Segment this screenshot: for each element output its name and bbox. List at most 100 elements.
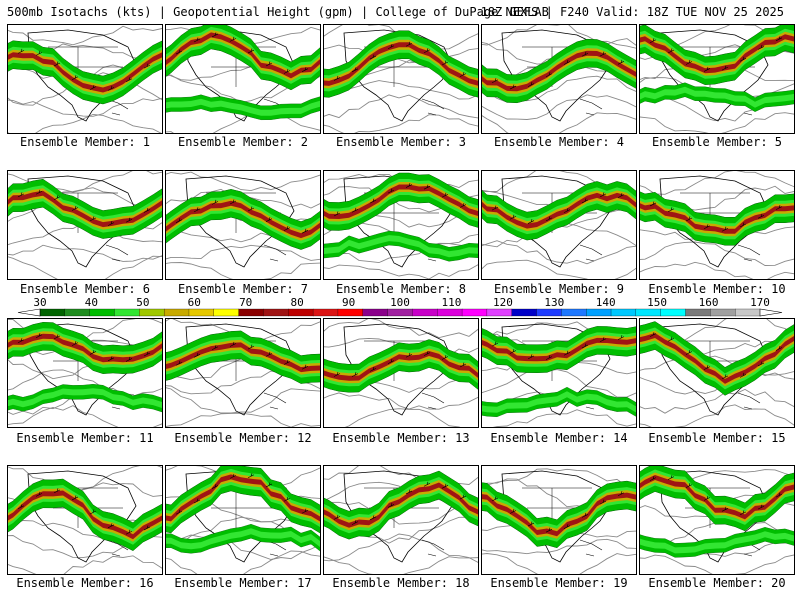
legend-tick-label: 70 (239, 296, 252, 309)
legend-swatch (114, 308, 140, 317)
legend-swatch (486, 308, 513, 317)
ensemble-member-label: Ensemble Member: 6 (19, 282, 151, 296)
ensemble-member-label: Ensemble Member: 19 (490, 576, 628, 590)
ensemble-member-label: Ensemble Member: 7 (177, 282, 309, 296)
jet-stream-map (166, 466, 320, 574)
ensemble-panel (639, 170, 795, 280)
jet-stream-map (482, 171, 636, 279)
valid-time: 18Z GEFS | F240 Valid: 18Z TUE NOV 25 20… (480, 5, 784, 19)
ensemble-member-label: Ensemble Member: 1 (19, 135, 151, 149)
jet-stream-map (166, 319, 320, 427)
ensemble-panel (639, 24, 795, 134)
jet-stream-map (640, 319, 794, 427)
jet-stream-map (482, 25, 636, 133)
legend-swatch (288, 308, 314, 317)
ensemble-member-label: Ensemble Member: 17 (174, 576, 312, 590)
ensemble-member-label: Ensemble Member: 9 (493, 282, 625, 296)
legend-swatch (437, 308, 463, 317)
ensemble-panel (165, 465, 321, 575)
ensemble-member-label: Ensemble Member: 3 (335, 135, 467, 149)
legend-tick-label: 60 (188, 296, 201, 309)
legend-swatch (188, 308, 215, 317)
ensemble-panel (323, 465, 479, 575)
jet-stream-map (640, 25, 794, 133)
legend-swatch (660, 308, 686, 317)
legend-swatch (610, 308, 637, 317)
ensemble-member-label: Ensemble Member: 18 (332, 576, 470, 590)
jet-stream-map (324, 25, 478, 133)
legend-swatch (238, 308, 264, 317)
jet-stream-map (166, 25, 320, 133)
ensemble-panel (481, 170, 637, 280)
ensemble-panel (7, 24, 163, 134)
legend-tick-label: 150 (647, 296, 667, 309)
legend-tick-label: 30 (33, 296, 46, 309)
ensemble-panel (7, 170, 163, 280)
ensemble-panel (323, 170, 479, 280)
jet-stream-map (324, 319, 478, 427)
legend-swatch (586, 308, 612, 317)
jet-stream-map (166, 171, 320, 279)
jet-stream-map (8, 171, 162, 279)
ensemble-member-label: Ensemble Member: 11 (16, 431, 154, 445)
legend-swatch (387, 308, 413, 317)
legend-swatch (139, 308, 165, 317)
color-legend: 30 40 50 60 70 80 90 100 110 120 130 140 150 160 170 (0, 296, 800, 318)
ensemble-panel (165, 318, 321, 428)
legend-swatch (685, 308, 711, 317)
legend-swatch (536, 308, 562, 317)
ensemble-member-label: Ensemble Member: 15 (648, 431, 786, 445)
ensemble-panel (639, 318, 795, 428)
legend-swatch (710, 308, 736, 317)
legend-tick-label: 50 (136, 296, 149, 309)
ensemble-member-label: Ensemble Member: 4 (493, 135, 625, 149)
jet-stream-map (8, 466, 162, 574)
legend-swatch (511, 308, 538, 317)
legend-tick-label: 80 (290, 296, 303, 309)
ensemble-panel (481, 24, 637, 134)
jet-stream-map (640, 171, 794, 279)
jet-stream-map (640, 466, 794, 574)
legend-swatch (263, 308, 289, 317)
legend-swatch (163, 308, 190, 317)
legend-swatch (64, 308, 91, 317)
jet-stream-map (324, 172, 478, 279)
legend-swatch (312, 308, 339, 317)
legend-tick-label: 130 (544, 296, 564, 309)
ensemble-member-label: Ensemble Member: 8 (335, 282, 467, 296)
legend-min-arrow (17, 308, 41, 317)
legend-swatch (412, 308, 438, 317)
ensemble-member-label: Ensemble Member: 10 (648, 282, 786, 296)
ensemble-panel (7, 465, 163, 575)
legend-swatch (337, 308, 364, 317)
legend-tick-label: 40 (85, 296, 98, 309)
legend-tick-label: 170 (750, 296, 770, 309)
legend-tick-label: 140 (596, 296, 616, 309)
legend-tick-label: 120 (493, 296, 513, 309)
ensemble-member-label: Ensemble Member: 12 (174, 431, 312, 445)
ensemble-member-label: Ensemble Member: 16 (16, 576, 154, 590)
ensemble-panel (481, 465, 637, 575)
legend-tick-label: 100 (390, 296, 410, 309)
legend-swatch (39, 308, 66, 317)
map-title: 500mb Isotachs (kts) | Geopotential Heig… (7, 5, 549, 19)
ensemble-panel (639, 465, 795, 575)
ensemble-panel (323, 24, 479, 134)
ensemble-panel (7, 318, 163, 428)
jet-stream-map (8, 319, 162, 427)
ensemble-member-label: Ensemble Member: 14 (490, 431, 628, 445)
jet-stream-map (482, 321, 636, 427)
ensemble-member-label: Ensemble Member: 5 (651, 135, 783, 149)
legend-tick-label: 90 (342, 296, 355, 309)
legend-swatch (213, 308, 240, 317)
jet-stream-map (482, 468, 636, 574)
legend-max-arrow (759, 308, 783, 317)
legend-tick-label: 110 (441, 296, 461, 309)
jet-stream-map (324, 466, 478, 574)
ensemble-panel (165, 170, 321, 280)
ensemble-member-label: Ensemble Member: 2 (177, 135, 309, 149)
jet-stream-map (8, 25, 162, 133)
legend-swatch (635, 308, 662, 317)
ensemble-member-label: Ensemble Member: 20 (648, 576, 786, 590)
ensemble-panel (323, 318, 479, 428)
